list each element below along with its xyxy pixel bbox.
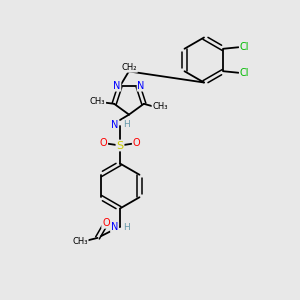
Text: N: N — [113, 81, 121, 91]
Text: N: N — [137, 81, 145, 91]
Text: H: H — [123, 223, 130, 232]
Text: N: N — [111, 222, 118, 232]
Text: H: H — [123, 120, 130, 129]
Text: Cl: Cl — [240, 68, 249, 78]
Text: S: S — [116, 140, 124, 151]
Text: Cl: Cl — [240, 42, 249, 52]
Text: O: O — [100, 138, 107, 148]
Text: CH₃: CH₃ — [152, 102, 168, 111]
Text: O: O — [133, 138, 140, 148]
Text: CH₃: CH₃ — [90, 97, 105, 106]
Text: CH₃: CH₃ — [72, 237, 88, 246]
Text: CH₂: CH₂ — [122, 63, 137, 72]
Text: O: O — [102, 218, 110, 228]
Text: N: N — [111, 119, 118, 130]
